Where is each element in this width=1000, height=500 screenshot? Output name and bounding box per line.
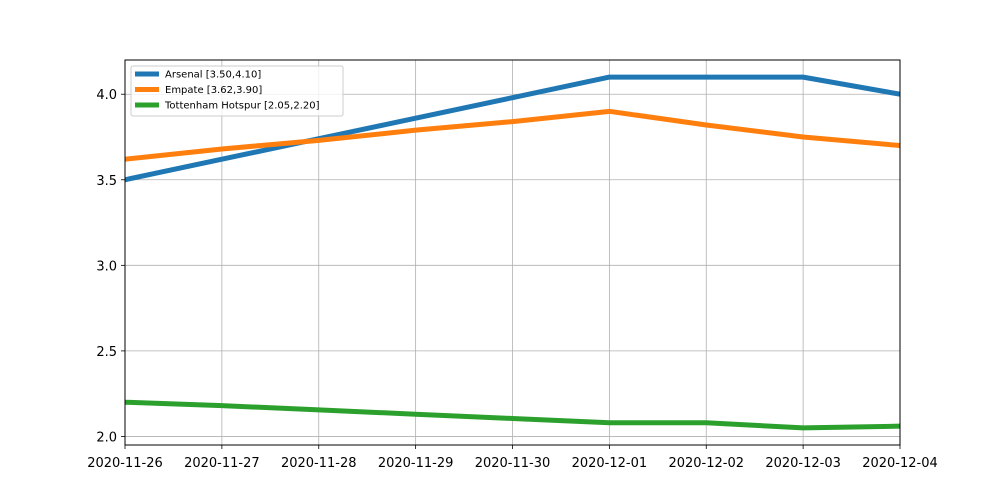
x-tick-label: 2020-11-29 xyxy=(378,456,454,471)
series-line-empate xyxy=(125,108,900,162)
x-tick-label: 2020-11-27 xyxy=(184,456,260,471)
x-axis: 2020-11-26 2020-11-27 2020-11-28 2020-11-29… xyxy=(87,445,938,471)
x-tick-label: 2020-11-28 xyxy=(281,456,357,471)
x-tick-label: 2020-12-01 xyxy=(572,456,648,471)
y-tick-label: 2.5 xyxy=(96,345,117,360)
legend-label-empate: Empate [3.62,3.90] xyxy=(165,85,262,96)
series-line-arsenal xyxy=(125,74,900,183)
y-axis: 2.0 2.5 3.0 3.5 4.0 xyxy=(96,88,125,445)
x-tick-label: 2020-11-26 xyxy=(87,456,163,471)
legend: Arsenal [3.50,4.10] Empate [3.62,3.90] Tot… xyxy=(130,65,344,117)
x-tick-label: 2020-11-30 xyxy=(475,456,551,471)
y-tick-label: 3.5 xyxy=(96,174,117,189)
x-tick-label: 2020-12-04 xyxy=(862,456,938,471)
y-tick-label: 4.0 xyxy=(96,88,117,103)
y-tick-label: 2.0 xyxy=(96,430,117,445)
series-line-tottenham xyxy=(125,399,900,431)
y-tick-label: 3.0 xyxy=(96,259,117,274)
x-tick-label: 2020-12-02 xyxy=(668,456,744,471)
legend-label-tottenham: Tottenham Hotspur [2.05,2.20] xyxy=(164,101,320,112)
x-tick-label: 2020-12-03 xyxy=(765,456,841,471)
series-layer xyxy=(125,74,900,431)
legend-box xyxy=(130,65,344,117)
legend-label-arsenal: Arsenal [3.50,4.10] xyxy=(165,70,261,81)
